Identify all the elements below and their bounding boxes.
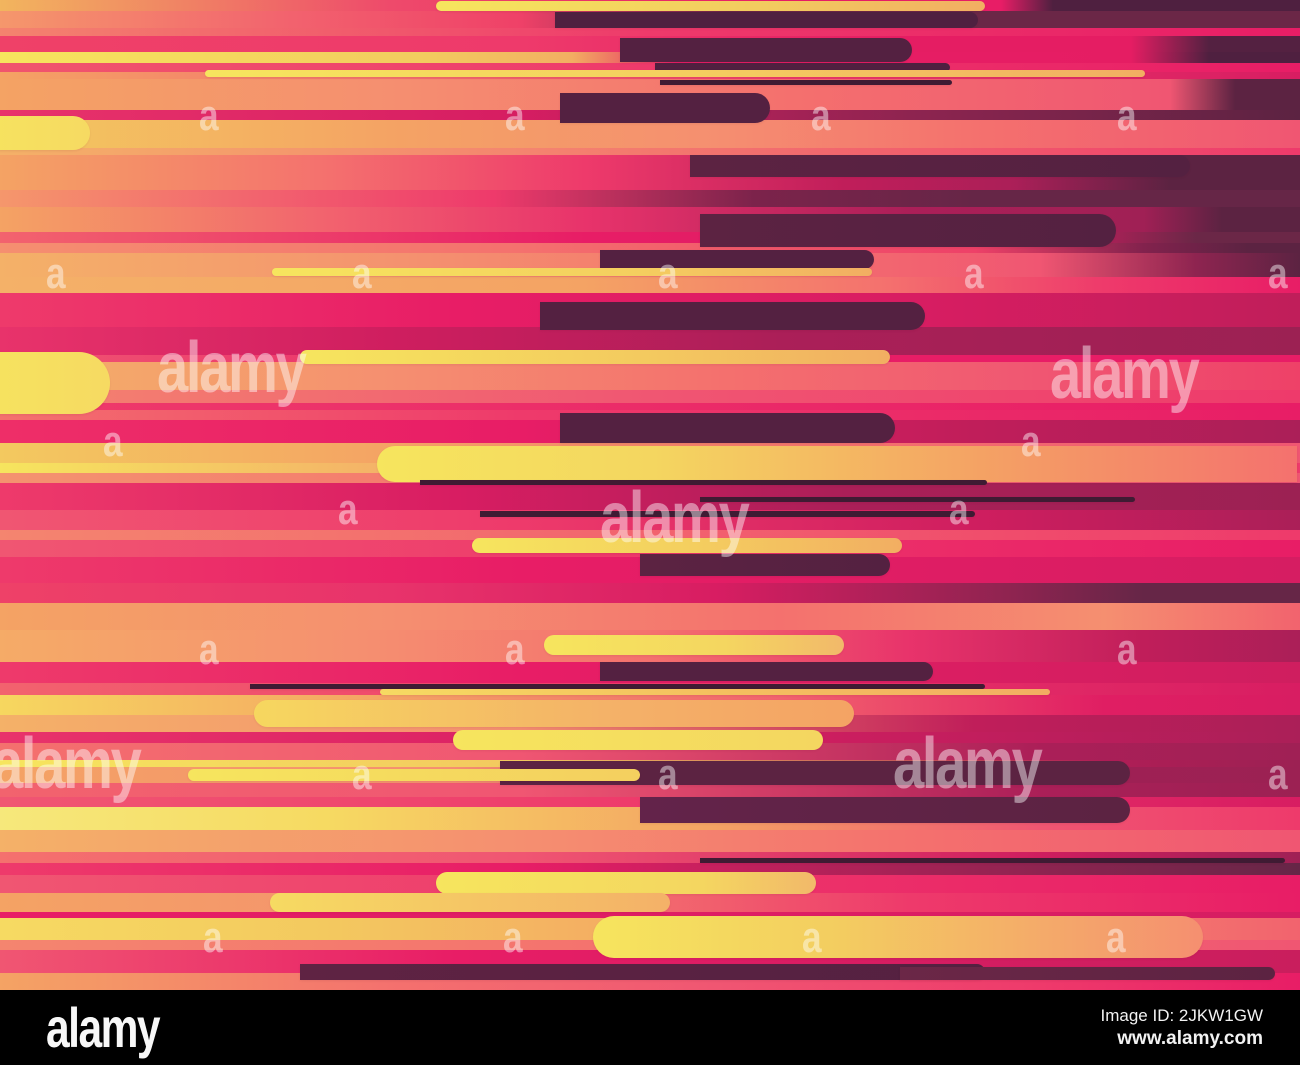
stripe-band [0, 783, 1300, 797]
stripe-band [0, 603, 1300, 630]
stripe-capsule [420, 480, 987, 485]
alamy-url-text: www.alamy.com [1117, 1027, 1263, 1049]
alamy-watermark-small: a [1021, 417, 1041, 466]
stripe-band [0, 403, 1300, 410]
stripe-capsule [655, 63, 950, 72]
stripe-capsule [544, 635, 844, 655]
stripe-band [0, 863, 1300, 875]
stripe-band [0, 743, 1300, 760]
stripe-capsule [453, 730, 823, 750]
alamy-watermark-small: a [1268, 249, 1288, 298]
stripe-band [0, 830, 1300, 852]
alamy-watermark-small: a [1268, 750, 1288, 799]
stripe-band [0, 530, 1300, 540]
stripe-band [0, 483, 1300, 510]
stripe-band [0, 232, 1300, 243]
stripe-capsule [560, 413, 895, 443]
alamy-watermark-small: a [964, 249, 984, 298]
stripe-capsule [700, 214, 1116, 247]
stripe-band [0, 852, 1300, 863]
stripe-capsule [436, 1, 985, 11]
alamy-watermark-small: a [1117, 91, 1137, 140]
alamy-watermark-small: a [199, 625, 219, 674]
stripe-band [0, 28, 1300, 36]
alamy-watermark-small: a [46, 249, 66, 298]
alamy-watermark-small: a [505, 625, 525, 674]
stripe-capsule [700, 858, 1285, 863]
alamy-watermark-small: a [103, 417, 123, 466]
stripe-band [0, 243, 1300, 253]
stripe-band [0, 63, 1300, 72]
stripe-capsule [540, 302, 925, 330]
stripe-capsule [436, 872, 816, 894]
stripe-capsule [660, 80, 952, 85]
alamy-watermark-small: a [503, 913, 523, 962]
alamy-watermark-small: a [203, 913, 223, 962]
stripe-band [0, 912, 1300, 918]
stripe-capsule [300, 350, 890, 364]
alamy-watermark-large: alamy [0, 724, 142, 804]
stripe-capsule [270, 893, 670, 912]
stripe-capsule [555, 12, 978, 28]
stripe-capsule [700, 497, 1135, 502]
stripe-capsule [600, 250, 874, 269]
stripe-capsule [560, 93, 770, 123]
stripe-capsule [640, 797, 1130, 823]
stripe-capsule [0, 352, 110, 414]
stripe-capsule [640, 554, 890, 576]
stripe-capsule [900, 967, 1275, 980]
stripe-capsule [472, 538, 902, 553]
stripe-capsule [188, 769, 640, 781]
stripe-band [0, 390, 1300, 403]
stripe-capsule [600, 662, 933, 681]
alamy-watermark-small: a [658, 750, 678, 799]
image-id-text: Image ID: 2JKW1GW [1100, 1005, 1263, 1025]
stripe-band [0, 277, 1300, 293]
stripe-capsule [480, 511, 975, 517]
alamy-footer-bar: alamy Image ID: 2JKW1GW www.alamy.com [0, 990, 1300, 1065]
stripe-band [0, 120, 1300, 148]
stripe-capsule [254, 700, 854, 727]
alamy-watermark-small: a [352, 750, 372, 799]
alamy-watermark-large: alamy [1050, 334, 1200, 414]
stripe-capsule [377, 446, 1297, 482]
stripe-capsule [250, 684, 985, 689]
footer-info: Image ID: 2JKW1GW www.alamy.com [1101, 1005, 1263, 1051]
alamy-watermark-small: a [949, 485, 969, 534]
alamy-watermark-small: a [505, 91, 525, 140]
alamy-watermark-small: a [658, 249, 678, 298]
alamy-watermark-small: a [1117, 625, 1137, 674]
alamy-watermark-small: a [802, 913, 822, 962]
stripe-capsule [0, 116, 90, 150]
stripe-band [0, 148, 1300, 155]
alamy-watermark-small: a [199, 91, 219, 140]
stripe-band [0, 583, 1300, 603]
stripe-capsule [205, 70, 1145, 77]
abstract-speed-lines-image: a a a a a a a a a a a a a a a a a a a a a a a alamy alamy alamy al… [0, 0, 1300, 990]
stripe-capsule [690, 155, 1190, 177]
stripe-band [0, 190, 1300, 207]
stripe-capsule [593, 916, 1203, 958]
alamy-watermark-large: alamy [600, 478, 750, 558]
alamy-watermark-small: a [1106, 913, 1126, 962]
alamy-watermark-large: alamy [157, 328, 307, 408]
stripe-capsule [620, 38, 912, 62]
alamy-watermark-small: a [352, 249, 372, 298]
stripe-capsule [380, 689, 1050, 695]
alamy-watermark-large: alamy [893, 724, 1043, 804]
stripe-capsule [272, 268, 872, 276]
alamy-logo: alamy [46, 995, 161, 1059]
stripe-band [0, 510, 1300, 530]
stripe-capsule [300, 964, 985, 980]
alamy-watermark-small: a [338, 485, 358, 534]
stripe-band [0, 362, 1300, 390]
alamy-watermark-small: a [811, 91, 831, 140]
